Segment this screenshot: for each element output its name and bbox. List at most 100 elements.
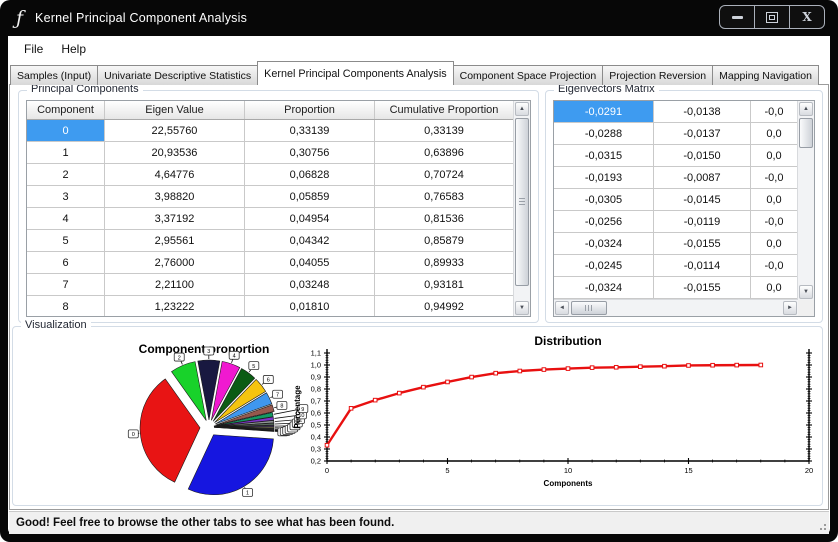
eigenvector-cell[interactable]: 0,0	[751, 123, 798, 144]
tab-samples-input[interactable]: Samples (Input)	[10, 65, 99, 85]
principal-component-cell[interactable]: 3	[27, 186, 105, 207]
tab-mapping-navigation[interactable]: Mapping Navigation	[712, 65, 819, 85]
principal-component-cell[interactable]: 0,33139	[245, 120, 375, 141]
eigenvector-cell[interactable]: -0,0150	[654, 145, 751, 166]
close-button[interactable]: X	[790, 6, 824, 28]
eigenvector-row[interactable]: -0,0288 -0,0137 0,0	[554, 123, 798, 145]
column-header-proportion[interactable]: Proportion	[245, 101, 375, 119]
principal-component-cell[interactable]: 0,04342	[245, 230, 375, 251]
eigenvector-cell[interactable]: -0,0324	[554, 233, 654, 254]
column-header-cumulative-proportion[interactable]: Cumulative Proportion	[375, 101, 514, 119]
eigenvector-cell[interactable]: -0,0145	[654, 189, 751, 210]
principal-component-cell[interactable]: 0,30756	[245, 142, 375, 163]
eigenvector-row[interactable]: -0,0291 -0,0138 -0,0	[554, 101, 798, 123]
eigenvector-cell[interactable]: -0,0087	[654, 167, 751, 188]
eigenvector-cell[interactable]: -0,0137	[654, 123, 751, 144]
eigenvector-row[interactable]: -0,0324 -0,0155 0,0	[554, 233, 798, 255]
principal-component-row[interactable]: 7 2,21100 0,03248 0,93181	[27, 274, 514, 296]
principal-component-cell[interactable]: 0,94992	[375, 296, 514, 316]
principal-component-row[interactable]: 1 20,93536 0,30756 0,63896	[27, 142, 514, 164]
eigenvector-cell[interactable]: -0,0193	[554, 167, 654, 188]
column-header-eigen-value[interactable]: Eigen Value	[105, 101, 245, 119]
principal-component-row[interactable]: 8 1,23222 0,01810 0,94992	[27, 296, 514, 316]
eigenvector-cell[interactable]: 0,0	[751, 189, 798, 210]
eigenvector-cell[interactable]: -0,0291	[554, 101, 654, 122]
eigenvector-cell[interactable]: -0,0305	[554, 189, 654, 210]
principal-component-cell[interactable]: 0,85879	[375, 230, 514, 251]
principal-component-cell[interactable]: 0,04954	[245, 208, 375, 229]
scroll-down-button[interactable]: ▼	[799, 285, 813, 299]
eigenvector-row[interactable]: -0,0315 -0,0150 0,0	[554, 145, 798, 167]
principal-component-cell[interactable]: 0,93181	[375, 274, 514, 295]
eigenvectors-horizontal-scrollbar[interactable]: ◄ ►	[554, 299, 798, 316]
principal-component-cell[interactable]: 5	[27, 230, 105, 251]
eigenvector-cell[interactable]: -0,0155	[654, 277, 751, 298]
principal-component-cell[interactable]: 0,76583	[375, 186, 514, 207]
principal-component-cell[interactable]: 0,01810	[245, 296, 375, 316]
principal-component-row[interactable]: 0 22,55760 0,33139 0,33139	[27, 120, 514, 142]
eigenvector-row[interactable]: -0,0245 -0,0114 -0,0	[554, 255, 798, 277]
principal-component-cell[interactable]: 0,33139	[375, 120, 514, 141]
eigenvector-cell[interactable]: -0,0288	[554, 123, 654, 144]
principal-component-row[interactable]: 3 3,98820 0,05859 0,76583	[27, 186, 514, 208]
principal-component-row[interactable]: 6 2,76000 0,04055 0,89933	[27, 252, 514, 274]
eigenvector-cell[interactable]: 0,0	[751, 277, 798, 298]
principal-component-cell[interactable]: 20,93536	[105, 142, 245, 163]
eigenvector-cell[interactable]: 0,0	[751, 145, 798, 166]
eigenvector-cell[interactable]: -0,0	[751, 167, 798, 188]
principal-component-cell[interactable]: 8	[27, 296, 105, 316]
minimize-button[interactable]	[720, 6, 755, 28]
eigenvector-cell[interactable]: -0,0	[751, 101, 798, 122]
tab-component-space-projection[interactable]: Component Space Projection	[452, 65, 604, 85]
principal-component-cell[interactable]: 3,37192	[105, 208, 245, 229]
principal-component-cell[interactable]: 0,89933	[375, 252, 514, 273]
menu-file[interactable]: File	[24, 41, 44, 56]
principal-component-cell[interactable]: 22,55760	[105, 120, 245, 141]
principal-components-vertical-scrollbar[interactable]: ▲ ▼	[513, 101, 530, 316]
principal-component-cell[interactable]: 2	[27, 164, 105, 185]
principal-component-row[interactable]: 5 2,95561 0,04342 0,85879	[27, 230, 514, 252]
column-header-component[interactable]: Component	[27, 101, 105, 119]
tab-univariate-descriptive-statistics[interactable]: Univariate Descriptive Statistics	[97, 65, 259, 85]
principal-component-cell[interactable]: 2,76000	[105, 252, 245, 273]
principal-component-cell[interactable]: 0,06828	[245, 164, 375, 185]
eigenvector-row[interactable]: -0,0324 -0,0155 0,0	[554, 277, 798, 299]
eigenvector-cell[interactable]: -0,0315	[554, 145, 654, 166]
principal-component-cell[interactable]: 2,21100	[105, 274, 245, 295]
principal-component-cell[interactable]: 0,05859	[245, 186, 375, 207]
scroll-up-button[interactable]: ▲	[515, 102, 529, 116]
eigenvector-row[interactable]: -0,0305 -0,0145 0,0	[554, 189, 798, 211]
principal-component-cell[interactable]: 0	[27, 120, 105, 141]
scrollbar-thumb[interactable]	[571, 301, 607, 315]
eigenvector-cell[interactable]: -0,0	[751, 211, 798, 232]
principal-component-cell[interactable]: 0,70724	[375, 164, 514, 185]
scroll-down-button[interactable]: ▼	[515, 301, 529, 315]
principal-component-cell[interactable]: 2,95561	[105, 230, 245, 251]
scroll-left-button[interactable]: ◄	[555, 301, 569, 315]
eigenvector-row[interactable]: -0,0256 -0,0119 -0,0	[554, 211, 798, 233]
maximize-button[interactable]	[755, 6, 790, 28]
eigenvector-cell[interactable]: -0,0114	[654, 255, 751, 276]
eigenvectors-vertical-scrollbar[interactable]: ▲ ▼	[797, 101, 814, 300]
eigenvector-cell[interactable]: -0,0119	[654, 211, 751, 232]
principal-component-cell[interactable]: 7	[27, 274, 105, 295]
tab-projection-reversion[interactable]: Projection Reversion	[602, 65, 714, 85]
eigenvector-cell[interactable]: -0,0256	[554, 211, 654, 232]
principal-component-cell[interactable]: 0,81536	[375, 208, 514, 229]
menu-help[interactable]: Help	[61, 41, 87, 56]
eigenvector-cell[interactable]: 0,0	[751, 233, 798, 254]
principal-component-row[interactable]: 4 3,37192 0,04954 0,81536	[27, 208, 514, 230]
scroll-right-button[interactable]: ►	[783, 301, 797, 315]
principal-component-cell[interactable]: 0,03248	[245, 274, 375, 295]
principal-component-cell[interactable]: 0,63896	[375, 142, 514, 163]
eigenvector-row[interactable]: -0,0193 -0,0087 -0,0	[554, 167, 798, 189]
principal-component-cell[interactable]: 4,64776	[105, 164, 245, 185]
principal-component-cell[interactable]: 4	[27, 208, 105, 229]
principal-component-cell[interactable]: 3,98820	[105, 186, 245, 207]
scrollbar-thumb[interactable]	[799, 118, 813, 148]
scrollbar-thumb[interactable]	[515, 118, 529, 286]
principal-component-cell[interactable]: 1	[27, 142, 105, 163]
eigenvector-cell[interactable]: -0,0	[751, 255, 798, 276]
principal-component-cell[interactable]: 6	[27, 252, 105, 273]
eigenvector-cell[interactable]: -0,0138	[654, 101, 751, 122]
